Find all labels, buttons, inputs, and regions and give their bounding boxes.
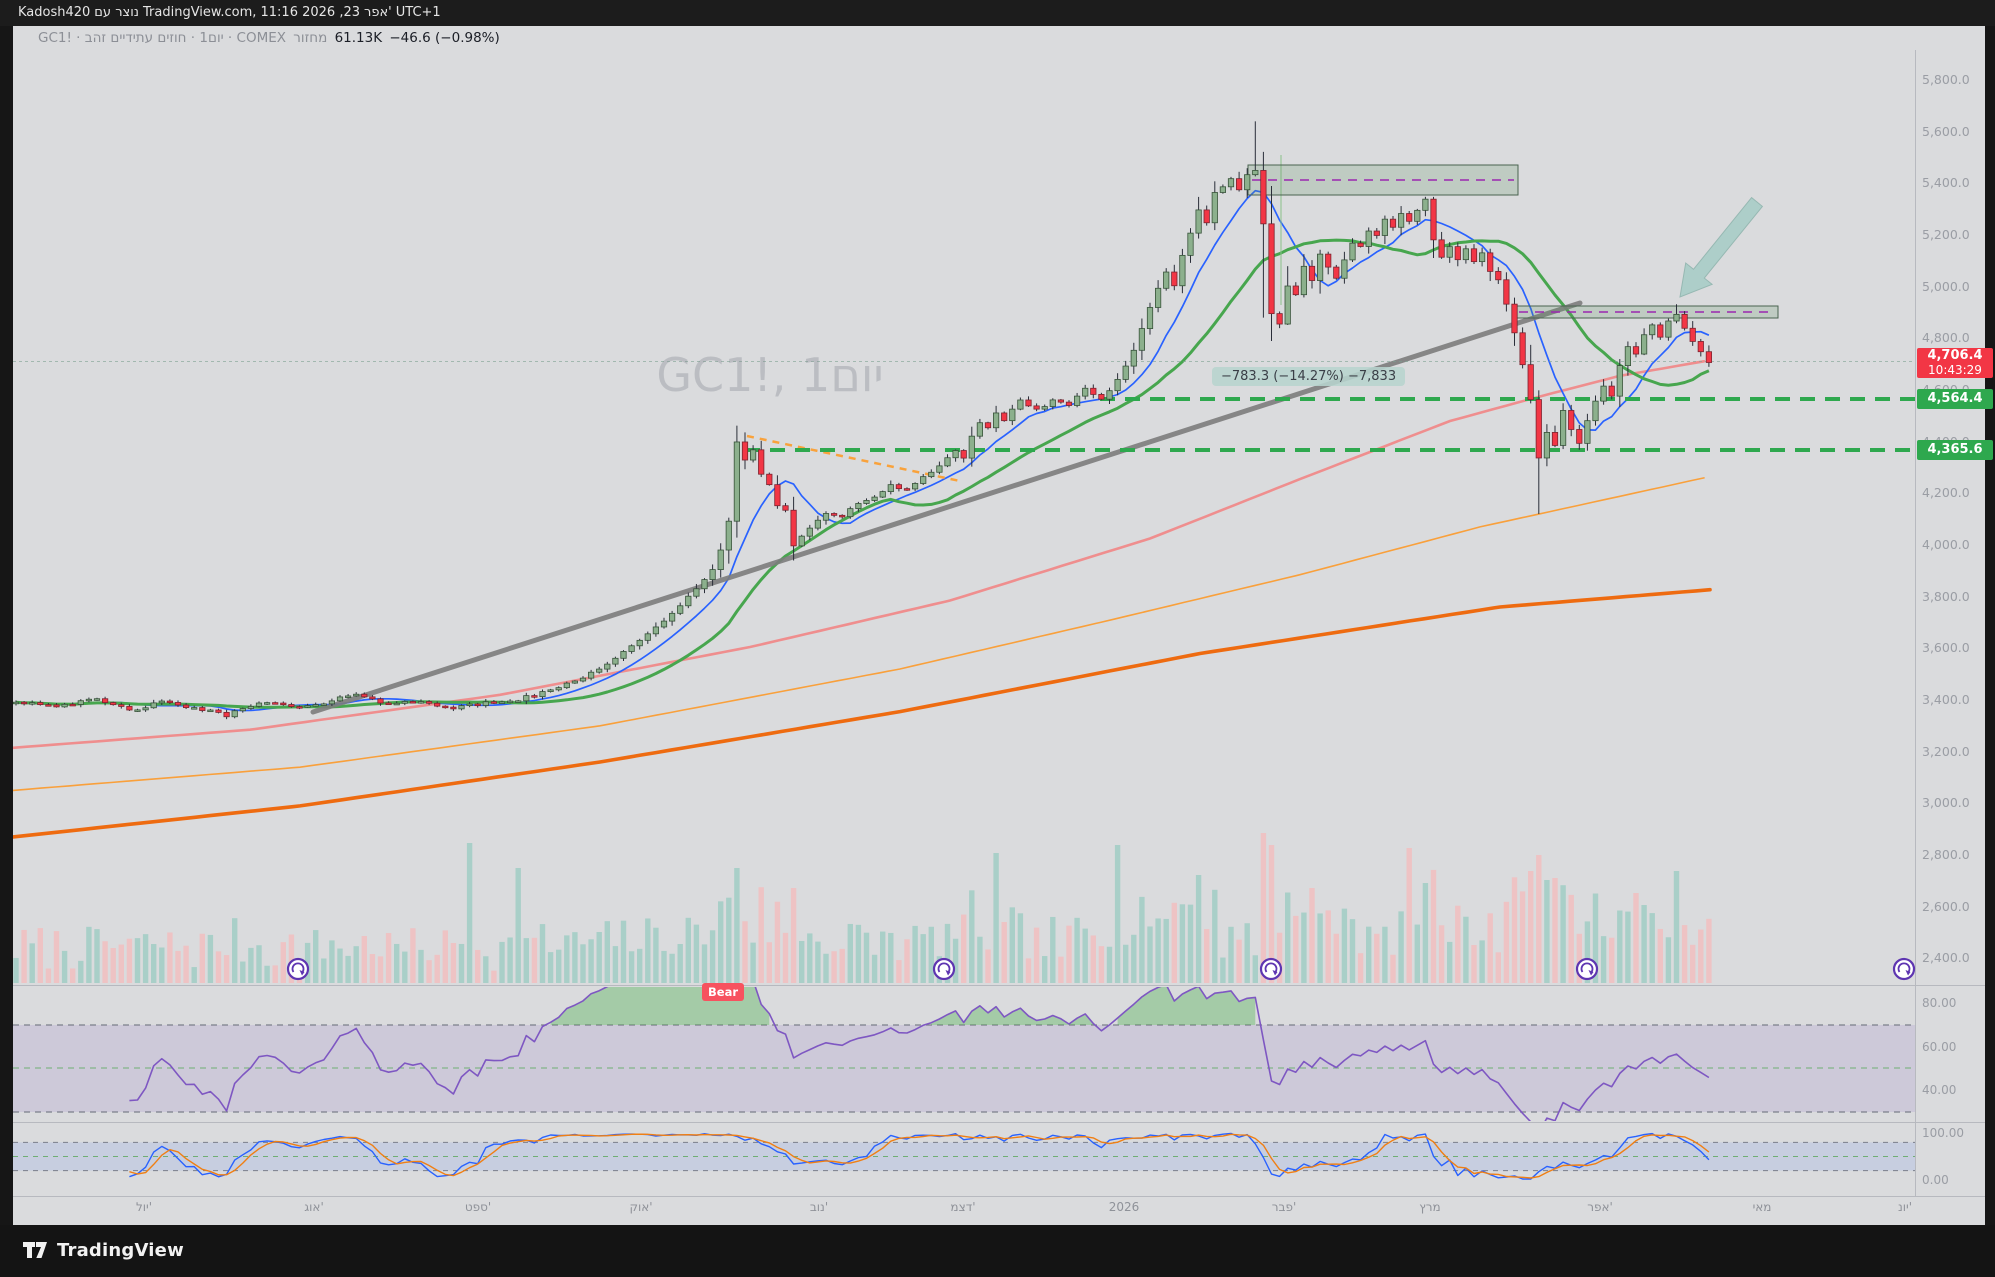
volume-label: מחזור bbox=[293, 30, 328, 46]
indicator-tick: 100.00 bbox=[1922, 1126, 1964, 1140]
titlebar-part: TradingView.com, 11:16 2026 ,23 bbox=[143, 5, 361, 20]
price-tick: 2,400.0 bbox=[1922, 950, 1970, 965]
annotation-arrow[interactable] bbox=[1679, 196, 1764, 298]
price-tick: 4,800.0 bbox=[1922, 330, 1970, 345]
price-tick: 3,400.0 bbox=[1922, 692, 1970, 707]
indicator-tick: 40.00 bbox=[1922, 1083, 1956, 1097]
symbol-watermark: GC1!, יום1 bbox=[656, 348, 884, 402]
tradingview-logo[interactable]: TradingView bbox=[22, 1237, 184, 1263]
ma-orange-thick[interactable] bbox=[13, 587, 1712, 839]
titlebar-part: נוצר עם bbox=[94, 5, 139, 20]
titlebar-part: אפר' bbox=[364, 5, 392, 20]
change-value: −46.6 (−0.98%) bbox=[389, 30, 500, 46]
price-tick: 3,000.0 bbox=[1922, 795, 1970, 810]
rsi-band bbox=[13, 1024, 1915, 1113]
trendline-layer[interactable] bbox=[310, 155, 1583, 715]
price-tick: 4,200.0 bbox=[1922, 485, 1970, 500]
indicator-tick: 80.00 bbox=[1922, 996, 1956, 1010]
time-tick: ספט' bbox=[465, 1200, 491, 1214]
panel-separators bbox=[13, 50, 1985, 1197]
time-tick: 2026 bbox=[1109, 1200, 1140, 1214]
titlebar-part: Kadosh420 bbox=[18, 5, 91, 20]
bear-label[interactable]: Bear bbox=[702, 983, 744, 1001]
price-tick: 2,600.0 bbox=[1922, 899, 1970, 914]
price-tick: 2,800.0 bbox=[1922, 847, 1970, 862]
price-tick: 5,200.0 bbox=[1922, 227, 1970, 242]
footer-bar: TradingView bbox=[0, 1225, 1995, 1277]
contract-rollover-icon[interactable] bbox=[1259, 957, 1283, 981]
chart-frame: Bear 5,800.0 5,600.0 5,400.0 5,200.0 5,000.0 4… bbox=[13, 26, 1985, 1225]
time-tick: פבר' bbox=[1272, 1200, 1297, 1214]
time-tick: נוב' bbox=[810, 1200, 828, 1214]
price-tick: 5,000.0 bbox=[1922, 279, 1970, 294]
time-tick: מאי bbox=[1753, 1200, 1772, 1214]
level-badge-4564: 4,564.4 bbox=[1917, 389, 1993, 409]
time-tick: אוג' bbox=[304, 1200, 324, 1214]
level-badge-4365: 4,365.6 bbox=[1917, 440, 1993, 460]
tradingview-logo-icon bbox=[23, 1242, 47, 1258]
time-tick: אפר' bbox=[1587, 1200, 1613, 1214]
last-price-value: 4,706.4 bbox=[1927, 348, 1983, 363]
contract-rollover-icon[interactable] bbox=[286, 957, 310, 981]
countdown-timer: 10:43:29 bbox=[1928, 363, 1982, 377]
bear-label-text: Bear bbox=[708, 985, 738, 999]
volume-layer[interactable] bbox=[13, 833, 1712, 983]
contract-rollover-icon[interactable] bbox=[932, 957, 956, 981]
time-tick: אוק' bbox=[629, 1200, 652, 1214]
tradingview-brand-text: TradingView bbox=[57, 1239, 184, 1261]
price-tick: 5,400.0 bbox=[1922, 175, 1970, 190]
last-price-badge: 4,706.4 10:43:29 bbox=[1917, 348, 1993, 378]
supply-zones-layer[interactable] bbox=[1247, 164, 1779, 319]
price-tick: 3,800.0 bbox=[1922, 589, 1970, 604]
indicator-tick: 0.00 bbox=[1922, 1173, 1949, 1187]
price-tick: 4,000.0 bbox=[1922, 537, 1970, 552]
time-tick: דצמ' bbox=[950, 1200, 975, 1214]
ma-pink[interactable] bbox=[13, 360, 1706, 750]
time-tick: יונ' bbox=[1898, 1200, 1912, 1214]
contract-rollover-icon[interactable] bbox=[1892, 957, 1916, 981]
time-tick: מרץ bbox=[1419, 1200, 1440, 1214]
candles-layer[interactable] bbox=[13, 121, 1712, 720]
time-tick: יול' bbox=[136, 1200, 152, 1214]
orange-dashed-trendline[interactable] bbox=[746, 434, 961, 483]
time-axis[interactable]: יול' אוג' ספט' אוק' נוב' דצמ' 2026 פבר' מרץ אפר' מ… bbox=[136, 1200, 1912, 1214]
ma-blue[interactable] bbox=[15, 189, 1710, 712]
ma-orange-thin[interactable] bbox=[13, 477, 1705, 792]
volume-value: 61.13K bbox=[334, 30, 383, 46]
price-tick: 5,600.0 bbox=[1922, 124, 1970, 139]
rollover-markers[interactable] bbox=[286, 957, 1916, 981]
ma-green[interactable] bbox=[15, 238, 1710, 709]
price-tick: 5,800.0 bbox=[1922, 72, 1970, 87]
price-chart[interactable]: Bear 5,800.0 5,600.0 5,400.0 5,200.0 5,000.0 4… bbox=[13, 26, 1985, 1225]
price-tick: 3,600.0 bbox=[1922, 640, 1970, 655]
stoch-lines[interactable] bbox=[129, 1132, 1710, 1180]
indicator-tick: 60.00 bbox=[1922, 1040, 1956, 1054]
contract-rollover-icon[interactable] bbox=[1575, 957, 1599, 981]
titlebar-text: Kadosh420 נוצר עם TradingView.com, 11:16 2… bbox=[18, 5, 445, 20]
stoch-band bbox=[13, 1141, 1915, 1172]
symbol-description[interactable]: GC1! · יום1 · חוזים עתידיים זהב · COMEX bbox=[38, 30, 286, 46]
symbol-legend-row[interactable]: GC1! · יום1 · חוזים עתידיים זהב · COMEX … bbox=[38, 30, 503, 46]
change-measure-tooltip[interactable]: −783.3 (−14.27%) −7,833 bbox=[1212, 367, 1406, 386]
price-axis[interactable]: 5,800.0 5,600.0 5,400.0 5,200.0 5,000.0 4,800… bbox=[1922, 72, 1970, 1187]
price-tick: 3,200.0 bbox=[1922, 744, 1970, 759]
titlebar: Kadosh420 נוצר עם TradingView.com, 11:16 2… bbox=[0, 0, 1995, 26]
titlebar-part: UTC+1 bbox=[395, 5, 441, 20]
level-lines-layer[interactable] bbox=[13, 361, 1915, 452]
